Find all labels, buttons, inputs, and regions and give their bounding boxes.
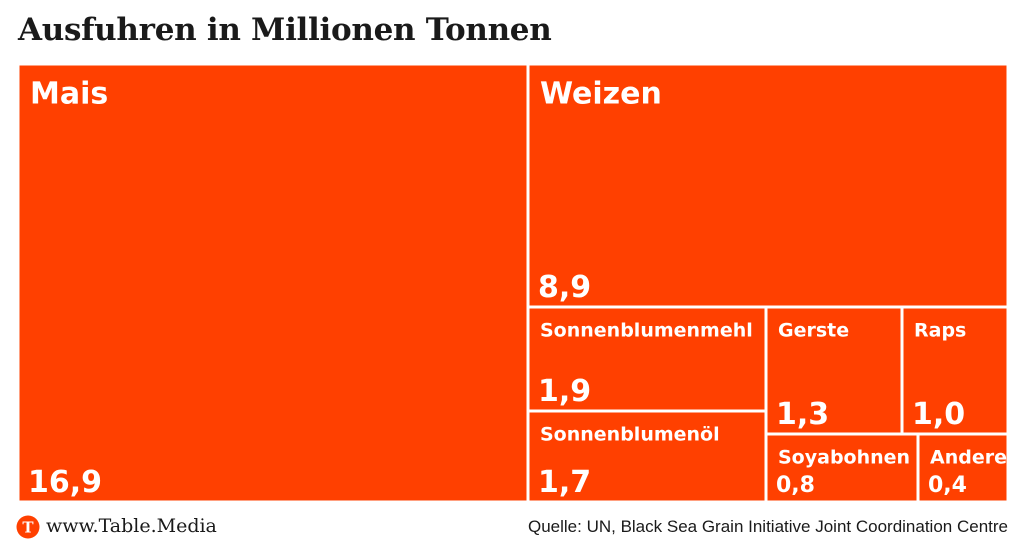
tile-sonnenblumenoel xyxy=(526,409,768,502)
tile-label-andere: Andere xyxy=(930,446,1007,468)
tile-value-gerste: 1,3 xyxy=(776,397,829,432)
tile-label-gerste: Gerste xyxy=(778,319,849,341)
treemap-chart: Mais 16,9 Weizen 8,9 Sonnenblumenmehl 1,9 Sonn… xyxy=(18,64,1008,502)
tile-value-sonnenblumenoel: 1,7 xyxy=(538,465,591,500)
tile-label-raps: Raps xyxy=(914,319,966,341)
footer-url[interactable]: www.Table.Media xyxy=(46,515,217,537)
tile-value-mais: 16,9 xyxy=(28,465,102,500)
tile-weizen xyxy=(526,64,1008,309)
tile-value-sonnenblumenmehl: 1,9 xyxy=(538,374,591,409)
tile-label-sonnenblumenmehl: Sonnenblumenmehl xyxy=(540,319,753,341)
tile-value-raps: 1,0 xyxy=(912,397,965,432)
tile-label-sonnenblumenoel: Sonnenblumenöl xyxy=(540,423,720,445)
logo-letter: T xyxy=(22,519,34,537)
footer-source: Quelle: UN, Black Sea Grain Initiative J… xyxy=(527,517,1008,536)
tile-value-soyabohnen: 0,8 xyxy=(776,473,815,498)
tile-label-soyabohnen: Soyabohnen xyxy=(778,446,910,468)
tile-value-weizen: 8,9 xyxy=(538,270,591,305)
tile-value-andere: 0,4 xyxy=(928,473,967,498)
tile-label-weizen: Weizen xyxy=(540,77,662,112)
table-media-logo-icon: T xyxy=(16,515,40,539)
tile-soyabohnen xyxy=(764,432,920,502)
chart-title: Ausfuhren in Millionen Tonnen xyxy=(18,12,552,48)
tile-label-mais: Mais xyxy=(30,77,108,112)
tile-gerste xyxy=(764,305,904,436)
tile-andere xyxy=(916,432,1008,502)
tile-mais xyxy=(18,64,530,502)
tile-sonnenblumenmehl xyxy=(526,305,768,413)
